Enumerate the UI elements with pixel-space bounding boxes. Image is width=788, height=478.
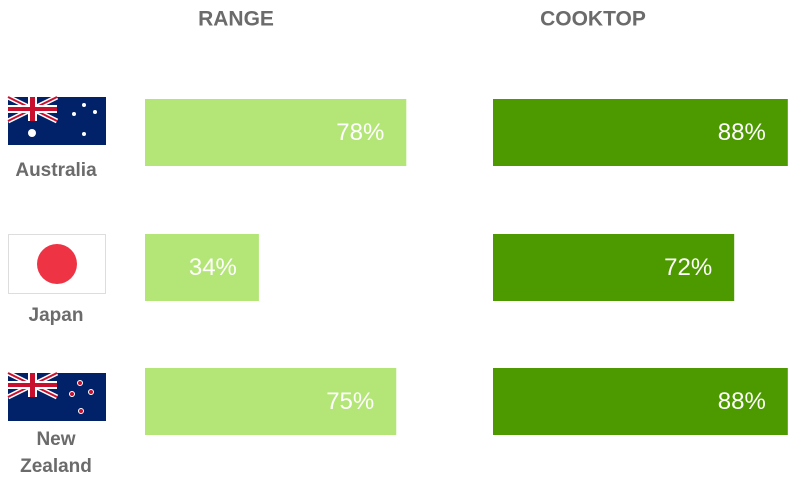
- bar: [145, 99, 407, 166]
- bar: [145, 368, 397, 435]
- value-label: 88%: [718, 388, 766, 415]
- bar: [493, 99, 788, 166]
- series-header: RANGE: [198, 8, 274, 31]
- bar: [493, 368, 788, 435]
- country-label: New Zealand: [20, 429, 92, 477]
- value-label: 75%: [326, 388, 374, 415]
- flag-japan: [8, 234, 106, 294]
- series-header: COOKTOP: [540, 8, 646, 31]
- value-label: 78%: [336, 119, 384, 146]
- flag-new-zealand: [6, 370, 106, 421]
- value-label: 34%: [189, 254, 237, 281]
- value-label: 72%: [664, 254, 712, 281]
- bar: [493, 234, 735, 301]
- value-label: 88%: [718, 119, 766, 146]
- flag-australia: [6, 94, 106, 145]
- country-label: Australia: [15, 160, 97, 181]
- bar: [145, 234, 259, 301]
- country-label: Japan: [28, 305, 84, 326]
